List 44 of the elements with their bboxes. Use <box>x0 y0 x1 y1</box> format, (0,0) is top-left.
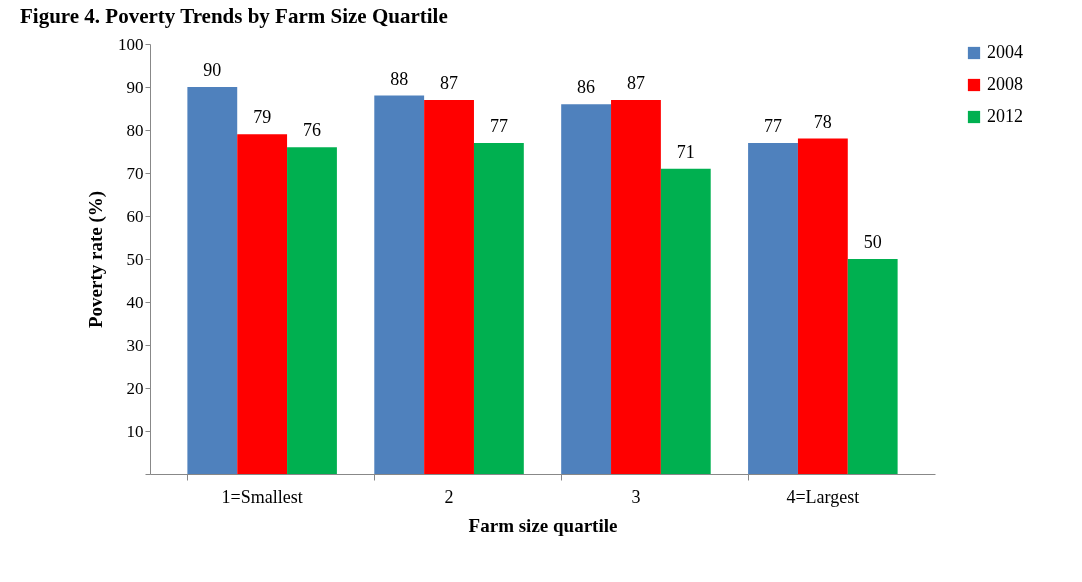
legend-label: 2012 <box>987 106 1023 126</box>
legend-label: 2008 <box>987 74 1023 94</box>
legend-label: 2004 <box>987 42 1023 62</box>
bar <box>797 138 848 474</box>
bar <box>847 259 898 474</box>
bar <box>374 95 425 474</box>
y-tick-label: 80 <box>126 120 144 140</box>
data-label: 87 <box>440 72 459 93</box>
bar <box>748 142 798 474</box>
x-tick-label: 1=Smallest <box>221 486 303 507</box>
x-tick-label: 2 <box>444 486 454 507</box>
bar <box>660 168 711 474</box>
y-tick-label: 70 <box>126 163 144 183</box>
bar <box>424 99 474 474</box>
bar <box>237 134 288 474</box>
data-label: 76 <box>302 120 321 141</box>
data-label: 79 <box>253 107 272 128</box>
y-tick-label: 40 <box>126 292 144 312</box>
x-axis-title: Farm size quartile <box>468 514 618 536</box>
y-tick-label: 10 <box>126 421 144 441</box>
y-axis-title: Poverty rate (%) <box>85 190 107 329</box>
data-label: 78 <box>813 111 832 132</box>
y-tick-label: 60 <box>126 206 144 226</box>
data-label: 50 <box>863 232 882 252</box>
data-label: 77 <box>489 115 508 136</box>
x-tick-label: 4=Largest <box>786 486 860 507</box>
y-tick-label: 100 <box>118 34 144 54</box>
y-tick-label: 90 <box>126 77 144 97</box>
y-tick-label: 30 <box>126 335 144 355</box>
bar <box>187 87 238 474</box>
bar <box>611 99 661 474</box>
y-tick-label: 20 <box>126 378 144 398</box>
chart-title: Figure 4. Poverty Trends by Farm Size Quartile <box>20 4 448 28</box>
data-label: 71 <box>676 141 695 162</box>
bar <box>561 104 612 474</box>
data-label: 88 <box>390 68 409 89</box>
data-label: 86 <box>577 77 596 98</box>
bar <box>287 147 337 474</box>
bar <box>473 142 524 474</box>
data-label: 87 <box>626 72 645 93</box>
data-label: 77 <box>764 115 783 136</box>
y-tick-label: 50 <box>126 249 144 269</box>
data-label: 90 <box>203 60 222 80</box>
x-tick-label: 3 <box>631 486 641 507</box>
